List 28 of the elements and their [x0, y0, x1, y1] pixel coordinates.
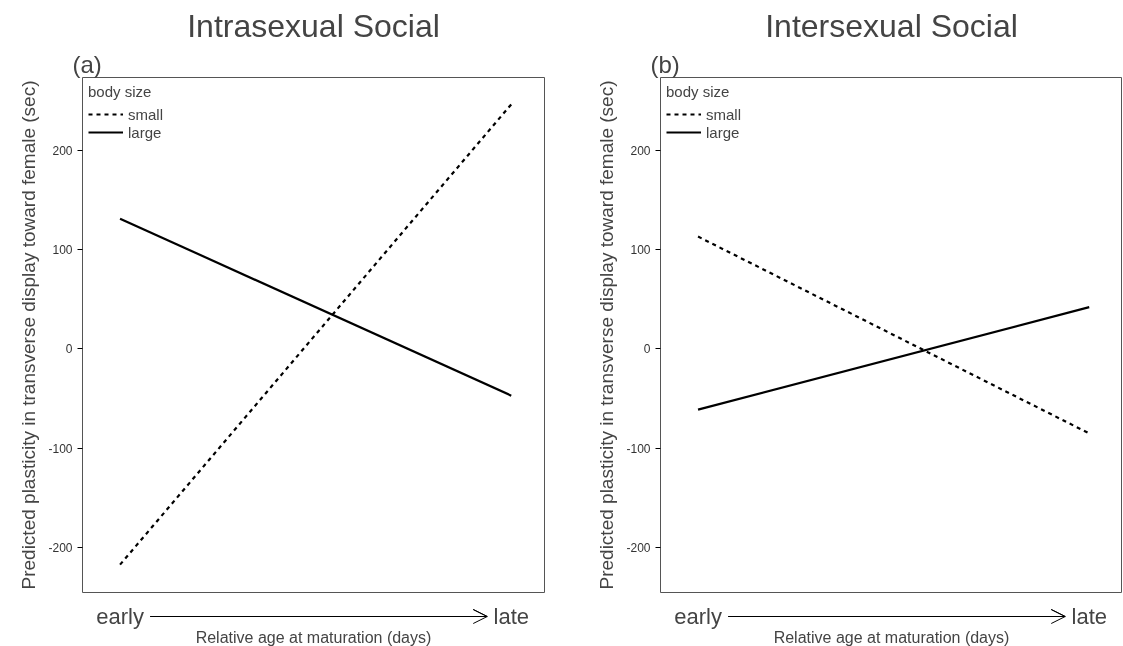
chart-title: Intersexual Social — [765, 7, 1018, 44]
legend-label: large — [706, 123, 740, 141]
legend-label: small — [706, 105, 742, 123]
y-axis-title: Predicted plasticity in transverse display toward female (sec) — [18, 80, 40, 590]
x-tick-label: early — [96, 604, 144, 629]
y-tick-label: 100 — [630, 243, 651, 257]
y-tick-label: 200 — [52, 143, 73, 158]
x-tick-label: late — [493, 604, 529, 629]
x-tick-label: late — [1071, 604, 1107, 629]
y-tick-label: -100 — [48, 441, 73, 456]
y-tick-label: -200 — [48, 541, 73, 556]
y-axis-title: Predicted plasticity in transverse display toward female (sec) — [596, 80, 618, 590]
legend-title: body size — [88, 83, 153, 100]
y-tick-label: -200 — [626, 541, 651, 556]
chart-title: Intrasexual Social — [187, 7, 440, 44]
x-axis-title: Relative age at maturation (days) — [773, 629, 1010, 646]
legend-title: body size — [666, 83, 731, 100]
y-tick-label: 0 — [643, 342, 651, 357]
x-tick-label: early — [674, 604, 722, 629]
y-tick-label: 0 — [65, 342, 73, 357]
x-axis-title: Relative age at maturation (days) — [195, 629, 432, 646]
legend-label: small — [128, 105, 164, 123]
text: (b) — [650, 50, 680, 78]
text: (a) — [72, 50, 102, 78]
y-tick-label: 200 — [630, 143, 651, 158]
legend-label: large — [128, 123, 162, 141]
y-tick-label: 100 — [52, 243, 73, 257]
y-tick-label: -100 — [626, 441, 651, 456]
